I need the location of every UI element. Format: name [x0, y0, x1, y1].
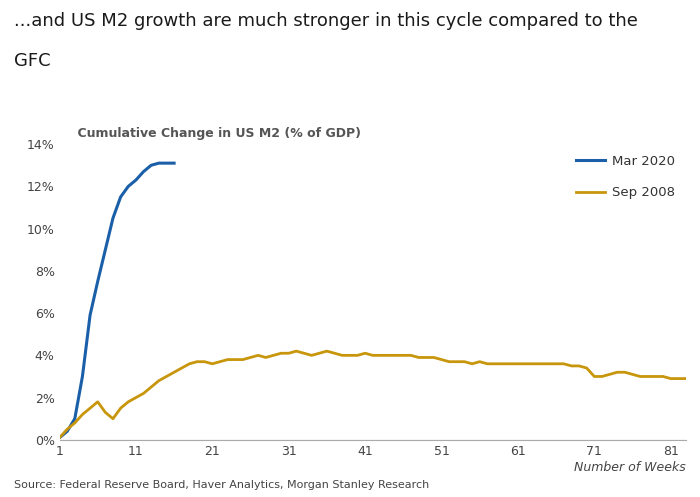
- Sep 2008: [438, 357, 446, 363]
- Sep 2008: [292, 348, 300, 354]
- Text: Source: Federal Reserve Board, Haver Analytics, Morgan Stanley Research: Source: Federal Reserve Board, Haver Ana…: [14, 480, 429, 490]
- Mar 2020: [124, 183, 132, 189]
- Sep 2008: [147, 384, 155, 390]
- Text: Number of Weeks: Number of Weeks: [574, 461, 686, 474]
- Text: Cumulative Change in US M2 (% of GDP): Cumulative Change in US M2 (% of GDP): [60, 127, 360, 140]
- Text: ...and US M2 growth are much stronger in this cycle compared to the: ...and US M2 growth are much stronger in…: [14, 12, 638, 30]
- Mar 2020: [132, 177, 140, 183]
- Mar 2020: [116, 194, 125, 200]
- Sep 2008: [552, 361, 560, 367]
- Line: Mar 2020: Mar 2020: [60, 163, 174, 438]
- Sep 2008: [682, 376, 690, 382]
- Legend: Mar 2020, Sep 2008: Mar 2020, Sep 2008: [571, 151, 680, 203]
- Mar 2020: [155, 160, 163, 166]
- Mar 2020: [108, 215, 117, 221]
- Mar 2020: [55, 435, 64, 441]
- Sep 2008: [55, 435, 64, 441]
- Mar 2020: [78, 374, 87, 380]
- Mar 2020: [162, 160, 171, 166]
- Sep 2008: [514, 361, 522, 367]
- Sep 2008: [186, 361, 194, 367]
- Mar 2020: [101, 247, 109, 252]
- Mar 2020: [63, 428, 71, 434]
- Mar 2020: [170, 160, 178, 166]
- Mar 2020: [71, 415, 79, 421]
- Mar 2020: [147, 162, 155, 168]
- Sep 2008: [94, 399, 102, 405]
- Text: GFC: GFC: [14, 52, 50, 70]
- Line: Sep 2008: Sep 2008: [60, 351, 686, 438]
- Mar 2020: [139, 168, 148, 174]
- Mar 2020: [94, 278, 102, 284]
- Mar 2020: [86, 312, 94, 318]
